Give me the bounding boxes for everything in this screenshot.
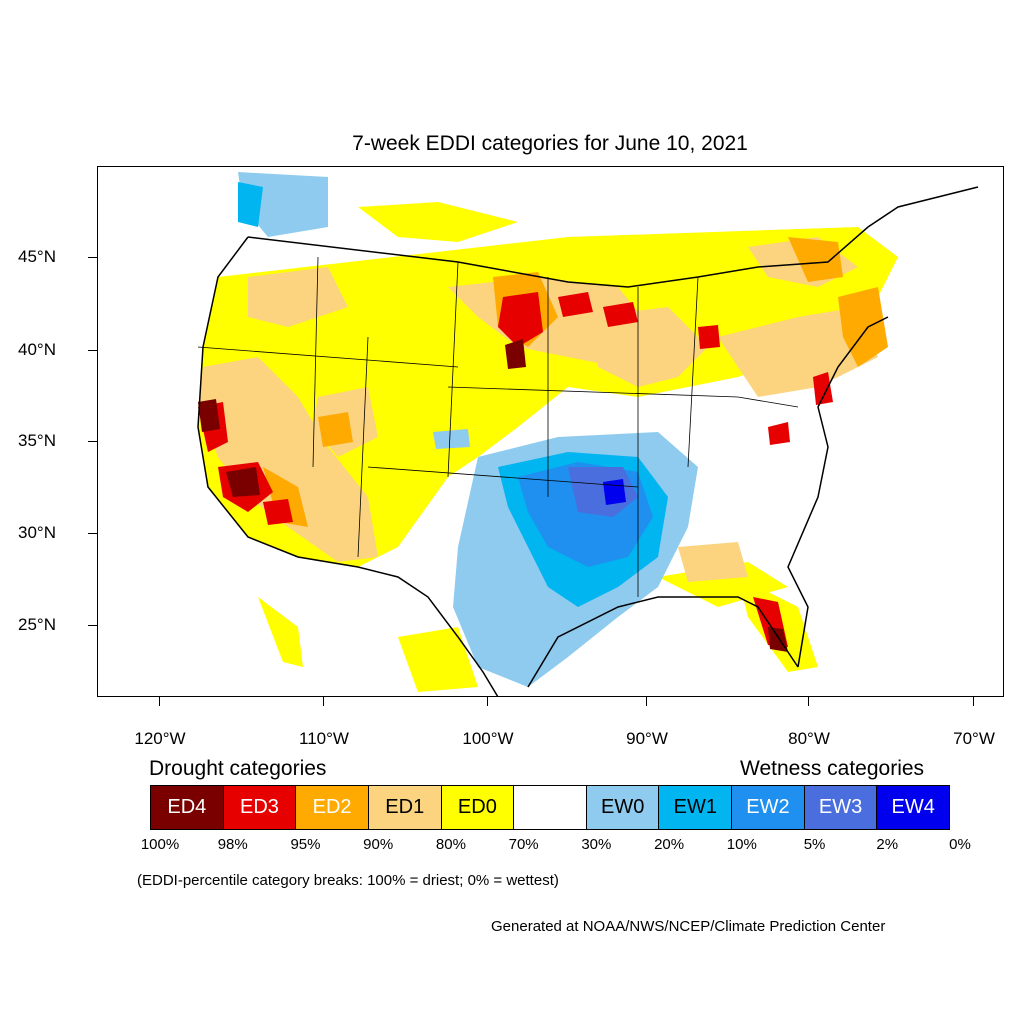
- legend-swatch-none: [514, 786, 587, 829]
- state-borders: [197, 256, 799, 597]
- lat-tick: [88, 625, 97, 626]
- coastline: [197, 186, 979, 696]
- percentile-label: 20%: [654, 836, 685, 853]
- legend-swatch-ew4: EW4: [877, 786, 950, 829]
- lon-tick: [808, 697, 809, 706]
- legend-swatch-ed2: ED2: [296, 786, 369, 829]
- drought-heading: Drought categories: [149, 757, 327, 780]
- footnote: (EDDI-percentile category breaks: 100% =…: [137, 872, 559, 889]
- lon-label-90: 90°W: [626, 729, 668, 748]
- category-legend: ED4 ED3 ED2 ED1 ED0 EW0 EW1 EW2 EW3 EW4: [150, 785, 950, 830]
- lat-label-40: 40°N: [18, 340, 56, 359]
- percentile-label: 80%: [435, 836, 466, 853]
- lon-tick: [159, 697, 160, 706]
- lon-tick: [487, 697, 488, 706]
- lon-label-70: 70°W: [953, 729, 995, 748]
- lat-label-30: 30°N: [18, 523, 56, 542]
- percentile-label: 90%: [363, 836, 394, 853]
- eddi-map: [97, 166, 1004, 697]
- wetness-heading: Wetness categories: [740, 757, 925, 780]
- lon-label-120: 120°W: [134, 729, 186, 748]
- legend-swatch-ed0: ED0: [441, 786, 515, 829]
- legend-swatch-ed4: ED4: [151, 786, 224, 829]
- lat-label-45: 45°N: [18, 247, 56, 266]
- legend-swatch-ed1: ED1: [368, 786, 442, 829]
- lon-tick: [973, 697, 974, 706]
- lat-tick: [88, 441, 97, 442]
- percentile-label: 10%: [726, 836, 757, 853]
- percentile-label: 5%: [803, 836, 826, 853]
- lat-label-35: 35°N: [18, 431, 56, 450]
- lon-tick: [323, 697, 324, 706]
- percentile-label: 95%: [290, 836, 321, 853]
- lat-tick: [88, 257, 97, 258]
- map-title: 7-week EDDI categories for June 10, 2021: [352, 132, 748, 155]
- lon-label-100: 100°W: [462, 729, 514, 748]
- lon-label-80: 80°W: [788, 729, 830, 748]
- lat-tick: [88, 350, 97, 351]
- legend-swatch-ew0: EW0: [586, 786, 660, 829]
- percentile-label: 30%: [581, 836, 612, 853]
- lat-tick: [88, 533, 97, 534]
- legend-swatch-ew2: EW2: [732, 786, 805, 829]
- percentile-label: 100%: [140, 836, 180, 853]
- percentile-label: 2%: [876, 836, 899, 853]
- lat-label-25: 25°N: [18, 615, 56, 634]
- percentile-label: 98%: [217, 836, 248, 853]
- legend-swatch-ew1: EW1: [659, 786, 733, 829]
- lon-label-110: 110°W: [299, 729, 349, 748]
- legend-swatch-ew3: EW3: [804, 786, 878, 829]
- percentile-label: 0%: [949, 836, 971, 853]
- credit-line: Generated at NOAA/NWS/NCEP/Climate Predi…: [491, 918, 886, 935]
- percentile-label: 70%: [508, 836, 539, 853]
- lon-tick: [646, 697, 647, 706]
- ew4-regions: [603, 479, 626, 505]
- map-canvas: [197, 172, 979, 696]
- legend-swatch-ed3: ED3: [223, 786, 297, 829]
